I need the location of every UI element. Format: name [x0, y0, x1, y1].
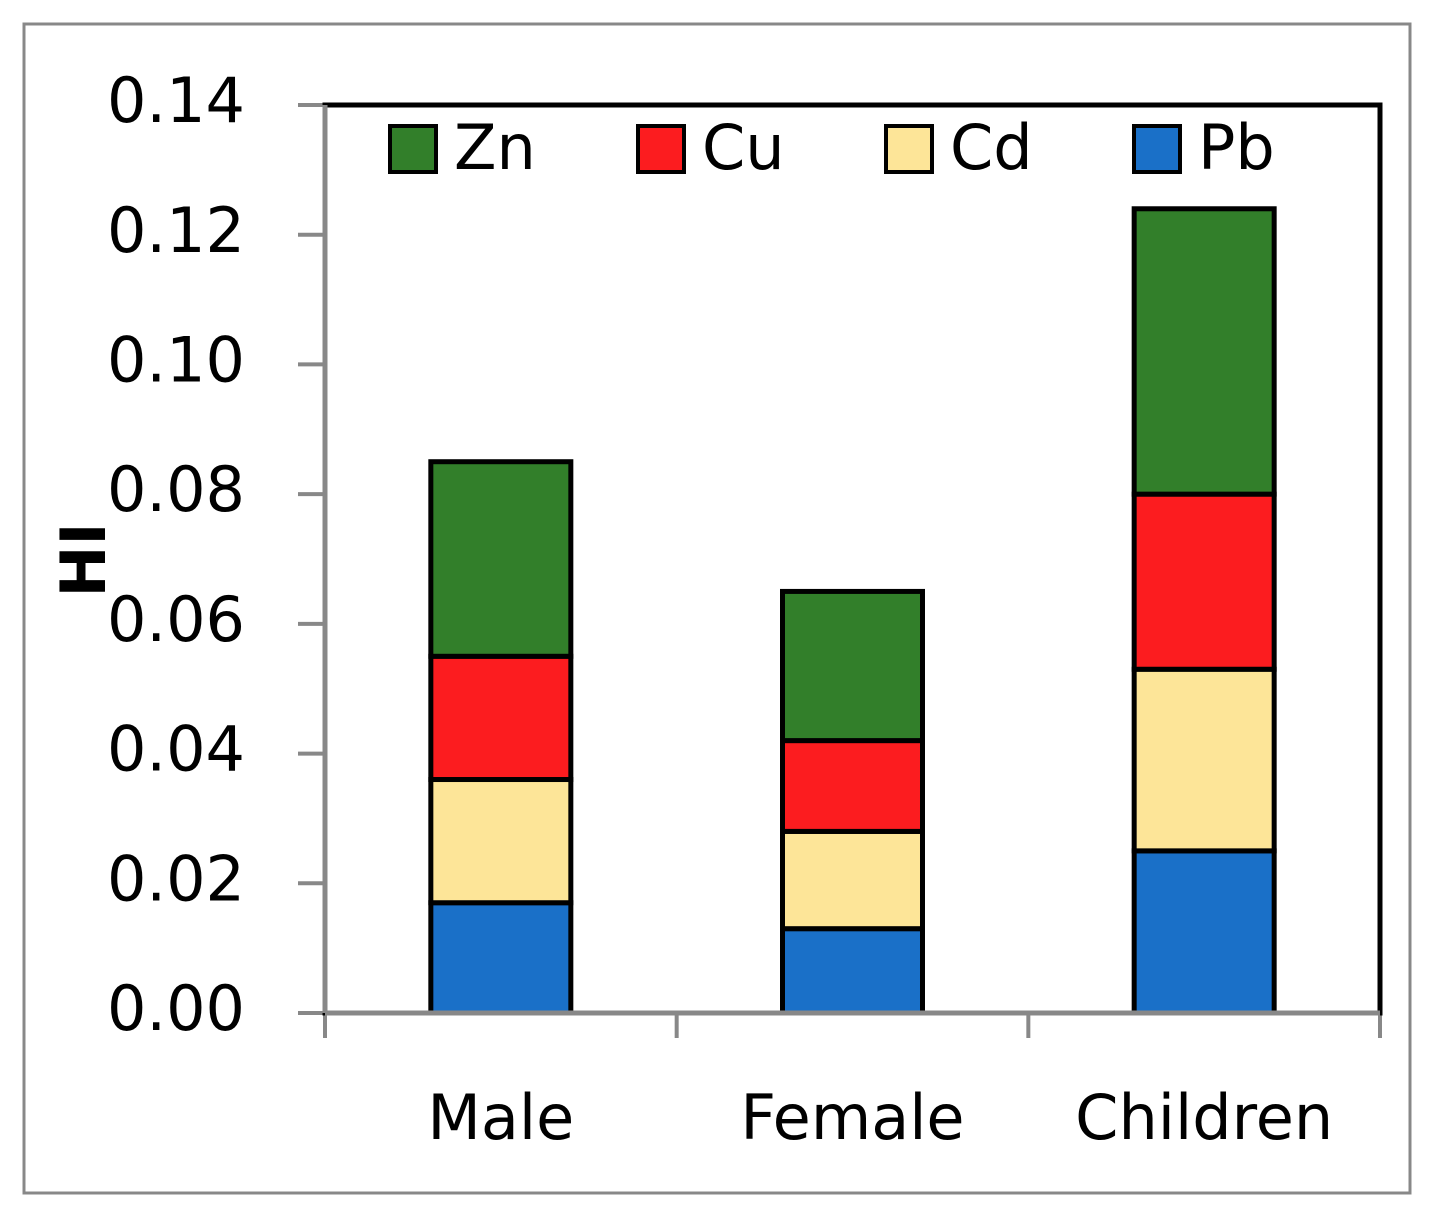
y-tick-label: 0.04 — [107, 713, 245, 786]
y-tick-label: 0.02 — [107, 842, 245, 915]
x-tick-label: Male — [427, 1081, 574, 1154]
bar-segment — [428, 900, 574, 1016]
y-tick-label: 0.06 — [107, 583, 245, 656]
bar-segment — [1131, 206, 1277, 497]
bar-segment — [780, 828, 925, 932]
y-axis-label: HI — [47, 523, 120, 598]
bar-segment — [780, 926, 925, 1016]
bar-segment — [428, 653, 574, 783]
legend-swatch — [636, 124, 686, 174]
bar-segment — [1131, 491, 1277, 672]
bar-segment — [1131, 666, 1277, 854]
legend-label: Pb — [1198, 111, 1275, 184]
bar-segment — [780, 588, 925, 744]
legend-swatch — [1132, 124, 1182, 174]
legend-label: Zn — [454, 111, 536, 184]
legend-label: Cu — [702, 111, 785, 184]
bar-segment — [1131, 848, 1277, 1016]
bar-segment — [428, 459, 574, 659]
x-tick-label: Female — [740, 1081, 964, 1154]
x-tick-label: Children — [1075, 1081, 1333, 1154]
legend-swatch — [388, 124, 438, 174]
y-tick-label: 0.10 — [107, 324, 245, 397]
bar-segment — [428, 777, 574, 906]
legend-swatch — [884, 124, 934, 174]
y-tick-label: 0.12 — [107, 194, 245, 267]
bar-segment — [780, 738, 925, 834]
y-tick-label: 0.00 — [107, 972, 245, 1045]
y-tick-label: 0.08 — [107, 453, 245, 526]
y-tick-label: 0.14 — [107, 64, 245, 137]
legend-label: Cd — [950, 111, 1033, 184]
